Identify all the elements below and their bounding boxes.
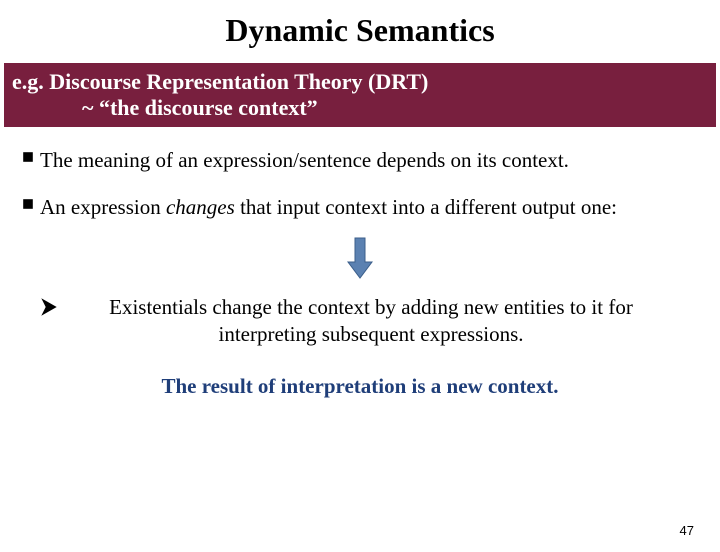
square-bullet-icon (22, 198, 34, 210)
sub-bullet-item: Existentials change the context by addin… (38, 294, 682, 349)
banner-line-2: ~ “the discourse context” (12, 95, 708, 121)
bullet-text: An expression changes that input context… (40, 194, 698, 221)
bullet-text-em: changes (166, 195, 235, 219)
sub-bullet-text: Existentials change the context by addin… (60, 294, 682, 349)
conclusion-text: The result of interpretation is a new co… (0, 374, 720, 399)
bullet-item: An expression changes that input context… (22, 194, 698, 221)
slide-title: Dynamic Semantics (0, 12, 720, 49)
subtitle-banner: e.g. Discourse Representation Theory (DR… (4, 63, 716, 127)
banner-line-1: e.g. Discourse Representation Theory (DR… (12, 69, 708, 95)
square-bullet-icon (22, 151, 34, 163)
bullet-text: The meaning of an expression/sentence de… (40, 147, 698, 174)
arrow-container (0, 236, 720, 280)
down-arrow-icon (346, 236, 374, 280)
page-number: 47 (680, 523, 694, 538)
bullet-text-post: that input context into a different outp… (235, 195, 617, 219)
bullet-item: The meaning of an expression/sentence de… (22, 147, 698, 174)
slide: Dynamic Semantics e.g. Discourse Represe… (0, 12, 720, 552)
bullet-text-pre: An expression (40, 195, 166, 219)
bullet-list: The meaning of an expression/sentence de… (22, 147, 698, 222)
chevron-right-icon (38, 296, 60, 318)
